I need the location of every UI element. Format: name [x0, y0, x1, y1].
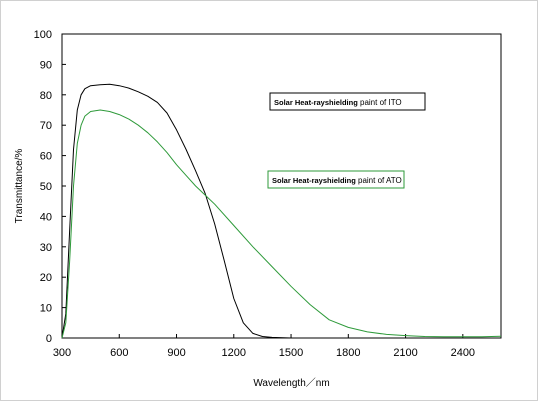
x-tick-label: 600	[110, 347, 128, 359]
y-tick-label: 40	[40, 211, 52, 223]
x-tick-label: 900	[167, 347, 185, 359]
y-tick-label: 20	[40, 272, 52, 284]
x-tick-label: 1800	[336, 347, 360, 359]
y-tick-label: 0	[46, 333, 52, 345]
series-layer	[61, 83, 502, 339]
annotation-bold-part: Solar Heat-rayshielding	[274, 98, 358, 107]
y-axis-label: Transmittance/%	[14, 149, 25, 224]
y-tick-label: 70	[40, 120, 52, 132]
y-tick-label: 100	[34, 29, 52, 41]
x-tick-label: 1500	[279, 347, 303, 359]
annotation-box-ato	[267, 170, 405, 189]
y-axis-ticks: 0 10 20 30 40 50 60 70 80 90 100	[34, 29, 66, 345]
x-tick-label: 300	[53, 347, 71, 359]
annotation-label-ato: Solar Heat-rayshielding paint of ATO	[272, 176, 402, 185]
x-tick-label: 1200	[222, 347, 246, 359]
annotation-box-ito	[269, 92, 426, 111]
y-tick-label: 60	[40, 151, 52, 163]
y-tick-label: 30	[40, 242, 52, 254]
annotation-rest-part: paint of ITO	[358, 98, 402, 107]
annotation-label-ito: Solar Heat-rayshielding paint of ITO	[274, 98, 402, 107]
x-axis-ticks: 300 600 900 1200 1500 1800 2100 2400	[53, 334, 475, 359]
annotation-bold-part: Solar Heat-rayshielding	[272, 176, 356, 185]
y-tick-label: 90	[40, 59, 52, 71]
y-tick-label: 10	[40, 303, 52, 315]
y-tick-label: 50	[40, 181, 52, 193]
x-axis-label: Wavelength／nm	[253, 377, 329, 389]
x-tick-label: 2400	[451, 347, 475, 359]
series-line-ato	[61, 109, 502, 339]
x-tick-label: 2100	[393, 347, 417, 359]
plot-border	[61, 33, 502, 339]
annotation-rest-part: paint of ATO	[356, 176, 402, 185]
y-tick-label: 80	[40, 90, 52, 102]
legend-layer: Solar Heat-rayshielding paint of ITOSola…	[267, 92, 426, 189]
series-line-ito	[61, 83, 501, 339]
plot-area	[61, 33, 502, 339]
